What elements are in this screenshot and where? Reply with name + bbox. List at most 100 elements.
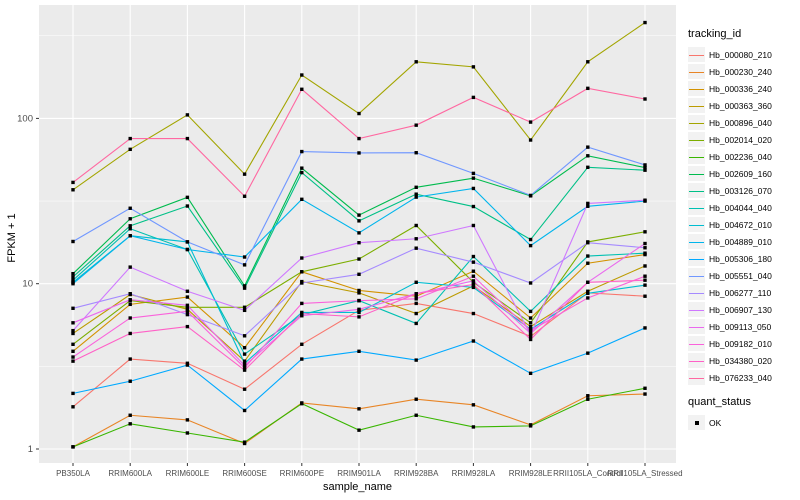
- data-point: [586, 60, 590, 64]
- data-point: [586, 165, 590, 170]
- data-point: [71, 405, 75, 409]
- data-point: [357, 315, 361, 319]
- legend-item-Hb_034380_020: Hb_034380_020: [688, 352, 800, 369]
- data-point: [242, 334, 247, 338]
- y-tick-label: 10: [22, 279, 33, 290]
- legend-item-ok-label: OK: [709, 417, 722, 428]
- data-point: [300, 73, 304, 77]
- data-point: [128, 217, 132, 221]
- data-point: [185, 136, 190, 141]
- data-point: [71, 188, 75, 192]
- legend-item-label: Hb_034380_020: [709, 355, 772, 366]
- data-point: [71, 342, 75, 346]
- data-point: [357, 428, 361, 432]
- data-point: [242, 440, 247, 444]
- data-point: [71, 331, 75, 336]
- data-point: [71, 445, 75, 449]
- data-point: [528, 281, 533, 285]
- legend-key-line-icon: [688, 166, 705, 181]
- data-point: [414, 195, 418, 199]
- data-point: [643, 326, 647, 330]
- data-point: [242, 368, 247, 372]
- data-point: [242, 363, 247, 368]
- data-point: [471, 274, 476, 278]
- legend-item-label: Hb_002014_020: [709, 134, 772, 145]
- legend-key-line-icon: [688, 149, 705, 164]
- data-point: [71, 239, 75, 244]
- data-point: [414, 413, 418, 417]
- data-point: [242, 308, 247, 313]
- data-point: [300, 357, 304, 361]
- legend-item-label: Hb_006277_110: [709, 287, 772, 298]
- legend-key-line-icon: [688, 319, 705, 334]
- data-point: [300, 281, 304, 285]
- data-point: [128, 413, 132, 417]
- data-point: [71, 391, 75, 396]
- data-point: [71, 271, 75, 276]
- legend-item-Hb_002014_020: Hb_002014_020: [688, 131, 800, 148]
- data-point: [643, 274, 647, 278]
- data-point: [300, 314, 304, 318]
- data-point: [471, 204, 476, 209]
- data-point: [71, 278, 75, 282]
- data-point: [586, 397, 590, 401]
- data-point: [414, 223, 418, 228]
- legend-item-Hb_004672_010: Hb_004672_010: [688, 216, 800, 233]
- series-markers-Hb_006277_110: [71, 241, 647, 338]
- data-point: [128, 357, 132, 361]
- legend-item-Hb_003126_070: Hb_003126_070: [688, 182, 800, 199]
- data-point: [471, 403, 476, 407]
- legend-key-line-icon: [688, 268, 705, 283]
- data-point: [643, 198, 647, 202]
- data-point: [300, 342, 304, 346]
- data-point: [300, 270, 304, 274]
- y-tick-label: 1: [28, 444, 33, 455]
- x-tick-label: RRIM928BA: [394, 469, 439, 478]
- data-point: [586, 86, 590, 91]
- data-point: [414, 321, 418, 326]
- data-point: [586, 241, 590, 245]
- data-point: [643, 392, 647, 396]
- data-point: [586, 394, 590, 398]
- data-point: [300, 301, 304, 306]
- legend-key-line-icon: [688, 370, 705, 385]
- data-point: [414, 192, 418, 196]
- data-point: [71, 180, 75, 185]
- data-point: [357, 136, 361, 141]
- data-point: [357, 111, 361, 116]
- data-point: [300, 197, 304, 202]
- data-point: [185, 195, 190, 200]
- data-point: [71, 359, 75, 363]
- legend-item-label: Hb_005551_040: [709, 270, 772, 281]
- data-point: [300, 311, 304, 316]
- data-point: [185, 309, 190, 314]
- data-point: [128, 234, 132, 238]
- data-point: [71, 282, 75, 286]
- data-point: [643, 20, 647, 25]
- data-point: [357, 288, 361, 293]
- legend-title-quant-status: quant_status: [688, 396, 751, 408]
- data-point: [128, 147, 132, 152]
- data-point: [528, 324, 533, 329]
- data-point: [300, 149, 304, 154]
- data-point: [185, 247, 190, 252]
- legend-key-line-icon: [688, 285, 705, 300]
- series-markers-Hb_009182_010: [71, 274, 647, 370]
- data-point: [414, 185, 418, 189]
- data-point: [414, 301, 418, 306]
- data-point: [128, 291, 132, 296]
- legend-item-label: Hb_000896_040: [709, 117, 772, 128]
- data-point: [414, 311, 418, 316]
- data-point: [242, 359, 247, 363]
- data-point: [528, 309, 533, 314]
- legend-key-line-icon: [688, 336, 705, 351]
- data-point: [643, 283, 647, 287]
- data-point: [414, 294, 418, 298]
- data-point: [471, 95, 476, 100]
- series-markers-Hb_002236_040: [71, 386, 647, 449]
- data-point: [643, 163, 647, 167]
- data-point: [643, 246, 647, 250]
- data-point: [471, 282, 476, 287]
- data-point: [357, 231, 361, 235]
- data-point: [643, 264, 647, 268]
